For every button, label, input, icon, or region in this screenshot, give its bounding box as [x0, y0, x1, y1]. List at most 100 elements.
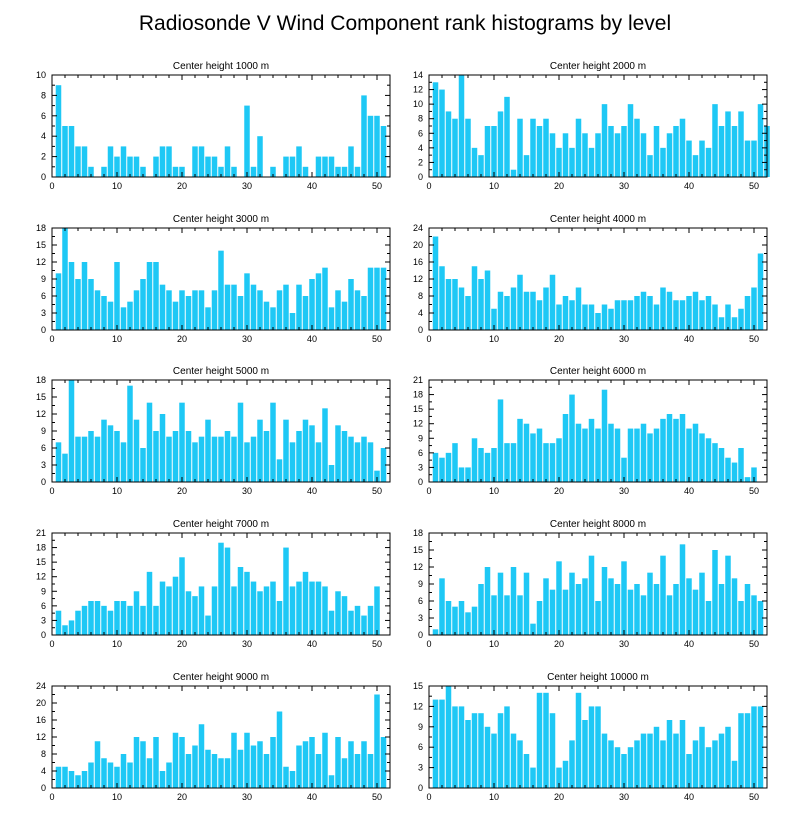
histogram-panel: Center height 7000 m 0 10 20 30 40 50 0 3 6 9 12 15 1…: [36, 519, 391, 649]
histogram-bar: [94, 601, 101, 635]
histogram-bar: [699, 140, 705, 177]
histogram-bar: [315, 273, 322, 330]
histogram-bar: [517, 274, 523, 330]
y-tick-label: 2: [418, 157, 423, 167]
histogram-bar: [192, 596, 198, 635]
histogram-bar: [107, 610, 114, 635]
histogram-bar: [348, 436, 354, 482]
histogram-bar: [478, 155, 484, 177]
histogram-bar: [744, 477, 751, 482]
histogram-bar: [257, 591, 263, 635]
histogram-bar: [432, 629, 439, 635]
histogram-bar: [601, 104, 608, 177]
histogram-bar: [133, 419, 140, 482]
histogram-bar: [478, 713, 484, 788]
histogram-bar: [569, 394, 575, 482]
histogram-bar: [120, 146, 127, 177]
histogram-bar: [172, 166, 179, 177]
histogram-bar: [692, 291, 699, 330]
histogram-bar: [276, 711, 283, 788]
histogram-bar: [712, 740, 718, 788]
histogram-bar: [751, 467, 757, 482]
histogram-bar: [302, 741, 309, 788]
y-tick-label: 9: [418, 433, 423, 443]
histogram-bar: [738, 601, 744, 635]
histogram-bar: [172, 431, 179, 482]
histogram-bar: [354, 754, 361, 788]
histogram-bar: [322, 408, 328, 482]
y-tick-label: 3: [418, 613, 423, 623]
histogram-bar: [491, 126, 497, 177]
histogram-bar: [88, 431, 94, 482]
histogram-bar: [549, 589, 556, 635]
y-tick-label: 4: [418, 143, 423, 153]
histogram-bar: [679, 300, 686, 330]
y-tick-label: 15: [36, 557, 46, 567]
y-tick-label: 0: [41, 630, 46, 640]
x-tick-label: 20: [554, 334, 564, 344]
histogram-bar: [276, 601, 283, 635]
histogram-bar: [211, 156, 218, 177]
x-tick-label: 50: [749, 486, 759, 496]
histogram-bar: [432, 236, 439, 330]
histogram-bar: [159, 284, 166, 330]
histogram-bar: [361, 436, 367, 482]
histogram-bar: [348, 610, 354, 635]
x-tick-label: 40: [307, 486, 317, 496]
histogram-bar: [335, 166, 341, 177]
histogram-bar: [55, 610, 62, 635]
histogram-bar: [166, 762, 172, 788]
histogram-bar: [192, 146, 198, 177]
histogram-bar: [114, 431, 120, 482]
histogram-bar: [302, 296, 309, 330]
histogram-bar: [452, 606, 458, 635]
x-tick-label: 0: [49, 334, 54, 344]
histogram-bar: [569, 147, 575, 177]
figure-title: Radiosonde V Wind Component rank histogr…: [139, 12, 671, 35]
x-tick-label: 0: [426, 792, 431, 802]
x-tick-label: 0: [49, 792, 54, 802]
histogram-bar: [484, 452, 491, 482]
y-tick-label: 6: [41, 601, 46, 611]
histogram-bar: [458, 287, 465, 330]
histogram-bar: [718, 448, 725, 482]
histogram-bar: [588, 555, 595, 635]
histogram-bar: [179, 737, 185, 788]
histogram-bar: [270, 166, 276, 177]
histogram-bar: [614, 300, 621, 330]
histogram-bar: [731, 462, 738, 482]
y-tick-label: 6: [418, 448, 423, 458]
histogram-bar: [374, 267, 380, 330]
histogram-bar: [627, 428, 634, 482]
histogram-bar: [491, 595, 497, 635]
histogram-bar: [185, 296, 192, 330]
histogram-bar: [263, 754, 270, 788]
y-tick-label: 0: [41, 477, 46, 487]
histogram-bar: [575, 287, 582, 330]
histogram-bar: [757, 706, 764, 788]
histogram-bar: [543, 443, 549, 482]
y-tick-label: 18: [36, 543, 46, 553]
histogram-bar: [328, 307, 335, 330]
histogram-bar: [127, 762, 133, 788]
histogram-bar: [640, 423, 647, 482]
histogram-bar: [250, 745, 257, 788]
histogram-bar: [120, 754, 127, 788]
histogram-bar: [224, 431, 231, 482]
x-tick-label: 0: [426, 181, 431, 191]
histogram-bar: [705, 438, 712, 482]
histogram-bar: [543, 578, 549, 635]
histogram-bar: [484, 126, 491, 177]
histogram-bar: [699, 726, 705, 788]
histogram-bar: [621, 300, 627, 330]
histogram-bar: [348, 146, 354, 177]
y-tick-label: 12: [413, 274, 423, 284]
histogram-bar: [198, 290, 205, 330]
histogram-bar: [309, 581, 315, 635]
histogram-bar: [666, 291, 673, 330]
y-tick-label: 0: [418, 172, 423, 182]
histogram-bar: [153, 156, 159, 177]
histogram-bar: [68, 380, 75, 482]
histogram-bar: [757, 253, 764, 330]
histogram-bar: [432, 699, 439, 788]
